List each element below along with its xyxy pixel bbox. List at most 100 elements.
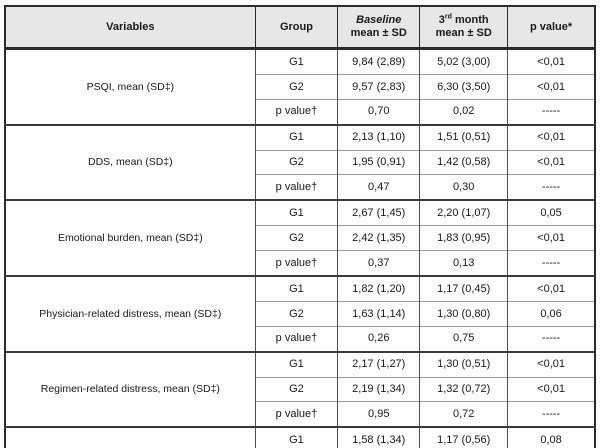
p-value-cell: <0,01 (507, 73, 595, 100)
baseline-cell: 2,67 (1,45) (337, 200, 420, 226)
p-value-cell: <0,01 (507, 276, 595, 302)
variable-label: Physician-related distress, mean (SD‡) (39, 307, 222, 320)
variable-label: DDS, mean (SD‡) (88, 156, 173, 169)
table-row: Emotional burden, mean (SD‡) G1 2,67 (1,… (5, 200, 595, 244)
baseline-cell: 0,70 (337, 98, 420, 125)
group-psqi: PSQI, mean (SD‡) G1 9,84 (2,89) 5,02 (3,… (5, 48, 595, 125)
table-row: Physician-related distress, mean (SD‡) G… (5, 276, 595, 320)
baseline-cell: 1,82 (1,20) (337, 276, 420, 302)
month3-cell: 0,30 (419, 174, 508, 201)
month3-cell: 2,20 (1,07) (419, 200, 508, 226)
table-row: p value† 0,47 0,30 ----- (5, 174, 595, 201)
month3-cell: 1,83 (0,95) (419, 225, 508, 251)
results-table: Variables Group Baseline mean ± SD 3rd m… (4, 5, 596, 448)
p-value-cell: <0,01 (507, 124, 595, 151)
month3-cell: 0,02 (419, 98, 508, 125)
header-p-value: p value* (507, 6, 595, 50)
group-cell: p value† (254, 401, 338, 428)
group-cell: G2 (254, 225, 338, 251)
variable-label: Regimen-related distress, mean (SD‡) (40, 383, 220, 396)
baseline-cell: 9,57 (2,83) (337, 73, 420, 100)
variable-label: Diabetes related interpersonal distress,… (5, 427, 255, 448)
baseline-cell: 1,58 (1,34) (337, 427, 420, 448)
p-value-cell: <0,01 (507, 376, 595, 402)
group-cell: p value† (254, 250, 338, 277)
baseline-cell: 2,13 (1,10) (337, 124, 420, 151)
month3-cell: 0,13 (419, 250, 508, 277)
group-cell: G2 (254, 73, 338, 100)
p-value-cell: 0,05 (507, 200, 595, 226)
month3-cell: 1,30 (0,80) (419, 300, 508, 327)
table-row: p value† 0,37 0,13 ----- (5, 250, 595, 277)
p-value-cell: 0,06 (507, 300, 595, 327)
header-variables: Variables (5, 6, 256, 50)
header-baseline-subtitle: mean ± SD (350, 27, 407, 39)
header-month-num: 3 (438, 14, 445, 27)
group-cell: G1 (254, 124, 338, 151)
group-cell: G2 (254, 300, 338, 327)
baseline-cell: 0,95 (337, 401, 420, 428)
baseline-cell: 2,17 (1,27) (337, 351, 420, 378)
p-value-cell: <0,01 (507, 225, 595, 251)
p-value-cell: <0,01 (507, 48, 595, 75)
baseline-cell: 1,63 (1,14) (337, 300, 420, 327)
variable-label: PSQI, mean (SD‡) (86, 80, 175, 93)
p-value-cell: ----- (507, 174, 595, 201)
group-cell: p value† (254, 325, 338, 352)
header-baseline-title: Baseline (356, 14, 402, 27)
month3-cell: 1,42 (0,58) (419, 149, 508, 175)
group-physician-distress: Physician-related distress, mean (SD‡) G… (5, 276, 595, 352)
table-row: PSQI, mean (SD‡) G1 9,84 (2,89) 5,02 (3,… (5, 48, 595, 93)
table-header: Variables Group Baseline mean ± SD 3rd m… (5, 6, 595, 50)
table-row: G2 9,57 (2,83) 6,30 (3,50) <0,01 (5, 73, 595, 100)
p-value-cell: ----- (507, 325, 595, 352)
group-cell: G1 (254, 48, 338, 75)
baseline-cell: 2,19 (1,34) (337, 376, 420, 402)
group-cell: G1 (254, 200, 338, 226)
month3-cell: 1,17 (0,56) (419, 427, 508, 448)
header-baseline: Baseline mean ± SD (337, 6, 420, 50)
header-3rd-month: 3rd month mean ± SD (419, 6, 508, 50)
month3-cell: 6,30 (3,50) (419, 73, 508, 100)
p-value-cell: ----- (507, 250, 595, 277)
baseline-cell: 0,47 (337, 174, 420, 201)
header-row: Variables Group Baseline mean ± SD 3rd m… (5, 6, 595, 50)
group-dds: DDS, mean (SD‡) G1 2,13 (1,10) 1,51 (0,5… (5, 124, 595, 201)
month3-cell: 0,72 (419, 401, 508, 428)
month3-cell: 1,17 (0,45) (419, 276, 508, 302)
group-cell: G2 (254, 149, 338, 175)
group-cell: p value† (254, 174, 338, 201)
header-month-ordinal: rd (444, 13, 452, 21)
table-row: p value† 0,70 0,02 ----- (5, 98, 595, 125)
baseline-cell: 2,42 (1,35) (337, 225, 420, 251)
group-interpersonal-distress: Diabetes related interpersonal distress,… (5, 427, 595, 448)
header-group: Group (254, 6, 338, 50)
baseline-cell: 9,84 (2,89) (337, 48, 420, 75)
p-value-cell: ----- (507, 401, 595, 428)
group-cell: p value† (254, 98, 338, 125)
table-row: DDS, mean (SD‡) G1 2,13 (1,10) 1,51 (0,5… (5, 124, 595, 168)
p-value-cell: <0,01 (507, 149, 595, 175)
table-row: Diabetes related interpersonal distress,… (5, 427, 595, 448)
group-cell: G1 (254, 351, 338, 378)
p-value-cell: <0,01 (507, 351, 595, 378)
table-row: Regimen-related distress, mean (SD‡) G1 … (5, 351, 595, 395)
table-row: G2 1,63 (1,14) 1,30 (0,80) 0,06 (5, 300, 595, 327)
group-cell: G1 (254, 427, 338, 448)
table-row: G2 2,19 (1,34) 1,32 (0,72) <0,01 (5, 376, 595, 402)
table-row: G2 2,42 (1,35) 1,83 (0,95) <0,01 (5, 225, 595, 251)
month3-cell: 1,51 (0,51) (419, 124, 508, 151)
table-row: G2 1,95 (0,91) 1,42 (0,58) <0,01 (5, 149, 595, 175)
header-month-word: month (451, 14, 489, 27)
table-row: p value† 0,95 0,72 ----- (5, 401, 595, 428)
group-cell: G2 (254, 376, 338, 402)
group-regimen-distress: Regimen-related distress, mean (SD‡) G1 … (5, 351, 595, 428)
variable-label: Emotional burden, mean (SD‡) (57, 232, 203, 245)
group-cell: G1 (254, 276, 338, 302)
table-row: p value† 0,26 0,75 ----- (5, 325, 595, 352)
header-month-subtitle: mean ± SD (435, 27, 492, 39)
baseline-cell: 1,95 (0,91) (337, 149, 420, 175)
month3-cell: 1,30 (0,51) (419, 351, 508, 378)
month3-cell: 0,75 (419, 325, 508, 352)
